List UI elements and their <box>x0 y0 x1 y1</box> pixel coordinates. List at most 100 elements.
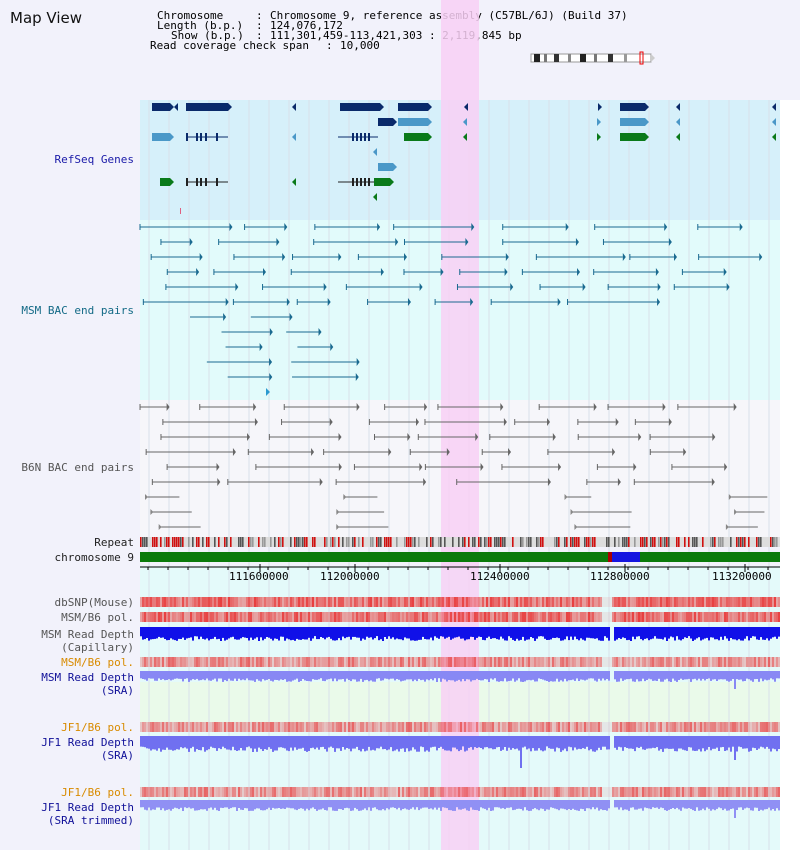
dbsnp-cell <box>338 597 340 607</box>
dbsnp-cell <box>662 597 664 607</box>
msm-depth-sra-bar <box>216 671 218 682</box>
jf1-b6-pol-2-cell <box>358 787 360 797</box>
msm-b6-pol-cell <box>366 612 368 622</box>
jf1-depth-trim-bar <box>406 800 408 810</box>
msm-b6-pol-cell <box>286 612 288 622</box>
msm-b6-pol-cell <box>222 612 224 622</box>
jf1-b6-pol-2-cell <box>702 787 704 797</box>
jf1-depth-sra-bar <box>538 736 540 749</box>
msm-depth-capillary-bar <box>540 627 542 637</box>
jf1-b6-pol-cell <box>174 722 176 732</box>
jf1-b6-pol-cell <box>484 722 486 732</box>
msm-depth-sra-bar <box>622 671 624 681</box>
jf1-depth-sra-bar <box>218 736 220 749</box>
msm-b6-pol-cell <box>706 612 708 622</box>
jf1-b6-pol-2-cell <box>560 787 562 797</box>
jf1-b6-pol-2-cell <box>186 787 188 797</box>
jf1-depth-trim-bar <box>656 800 658 808</box>
msm-b6-pol-cell <box>758 612 760 622</box>
jf1-depth-sra-bar <box>716 736 718 748</box>
jf1-depth-sra-bar <box>282 736 284 748</box>
msm-depth-capillary-bar <box>516 627 518 639</box>
jf1-b6-pol-cell <box>546 722 548 732</box>
jf1-b6-pol-cell <box>708 722 710 732</box>
jf1-b6-pol-cell <box>582 722 584 732</box>
jf1-depth-trim-bar <box>500 800 502 809</box>
jf1-b6-pol-cell <box>140 722 142 732</box>
chromosome-ideogram[interactable] <box>528 51 658 65</box>
jf1-b6-pol-2-cell <box>184 787 186 797</box>
msm-b6-pol-cell <box>206 612 208 622</box>
dbsnp-cell <box>240 597 242 607</box>
jf1-depth-sra-bar <box>164 736 166 750</box>
msm-depth-capillary-bar <box>426 627 428 640</box>
repeat-element <box>556 537 558 547</box>
repeat-element <box>206 537 208 547</box>
jf1-depth-trim-bar <box>668 800 670 810</box>
msm-b6-pol-cell <box>188 612 190 622</box>
msm-depth-sra-bar <box>508 671 510 681</box>
jf1-b6-pol-2-cell <box>472 787 474 797</box>
msm-b6-pol-cell <box>254 612 256 622</box>
jf1-depth-sra-bar <box>426 736 428 751</box>
msm-b6-pol-cell <box>676 612 678 622</box>
jf1-depth-trim-bar <box>562 800 564 809</box>
msm-b6-pol-cell <box>684 612 686 622</box>
msm-depth-sra-bar <box>378 671 380 679</box>
dbsnp-cell <box>520 597 522 607</box>
msm-b6-pol-cell <box>692 612 694 622</box>
jf1-depth-sra-bar <box>344 736 346 750</box>
gene-exon <box>200 133 202 141</box>
dbsnp-cell <box>518 597 520 607</box>
jf1-depth-trim-bar <box>522 800 524 811</box>
jf1-b6-pol-2-cell <box>606 787 608 797</box>
jf1-b6-pol-cell <box>434 722 436 732</box>
jf1-b6-pol-cell <box>342 722 344 732</box>
jf1-depth-sra-bar <box>704 736 706 752</box>
jf1-depth-trim-bar <box>306 800 308 809</box>
jf1-depth-sra-bar <box>670 736 672 749</box>
msm-depth-sra-bar <box>646 671 648 680</box>
jf1-depth-sra-bar <box>162 736 164 750</box>
dbsnp-cell <box>656 597 658 607</box>
dbsnp-cell <box>506 597 508 607</box>
dbsnp-cell <box>590 597 592 607</box>
repeat-element <box>484 537 486 547</box>
msm-depth-sra-bar <box>536 671 538 682</box>
msm-b6-pol-2-cell <box>548 657 550 667</box>
msm-bac-pair <box>266 388 270 396</box>
jf1-b6-pol-cell <box>694 722 696 732</box>
dbsnp-cell <box>374 597 376 607</box>
b6n-bac-pair <box>552 433 556 441</box>
jf1-b6-pol-cell <box>758 722 760 732</box>
dbsnp-cell <box>304 597 306 607</box>
dbsnp-cell <box>538 597 540 607</box>
jf1-depth-sra-bar <box>270 736 272 749</box>
msm-depth-capillary-bar <box>306 627 308 640</box>
repeat-element <box>756 537 758 547</box>
msm-depth-sra-bar <box>718 671 720 680</box>
repeat-element <box>488 537 490 547</box>
jf1-b6-pol-2-cell <box>460 787 462 797</box>
repeat-element <box>358 537 360 547</box>
jf1-depth-sra-bar <box>242 736 244 751</box>
jf1-b6-pol-cell <box>354 722 356 732</box>
msm-depth-capillary-bar <box>576 627 578 640</box>
jf1-b6-pol-cell <box>388 722 390 732</box>
jf1-b6-pol-2-cell <box>182 787 184 797</box>
jf1-b6-pol-2-cell <box>370 787 372 797</box>
msm-depth-sra-bar <box>460 671 462 682</box>
msm-depth-capillary-bar <box>202 627 204 639</box>
msm-depth-sra-bar <box>522 671 524 682</box>
jf1-b6-pol-2-cell <box>534 787 536 797</box>
jf1-b6-pol-cell <box>738 722 740 732</box>
msm-b6-pol-cell <box>140 612 142 622</box>
msm-depth-sra-bar <box>228 671 230 679</box>
dbsnp-cell <box>194 597 196 607</box>
jf1-b6-pol-cell <box>778 722 780 732</box>
jf1-depth-sra-bar <box>168 736 170 750</box>
msm-b6-pol-cell <box>494 612 496 622</box>
msm-depth-capillary-bar <box>454 627 456 638</box>
jf1-depth-trim-bar <box>348 800 350 809</box>
